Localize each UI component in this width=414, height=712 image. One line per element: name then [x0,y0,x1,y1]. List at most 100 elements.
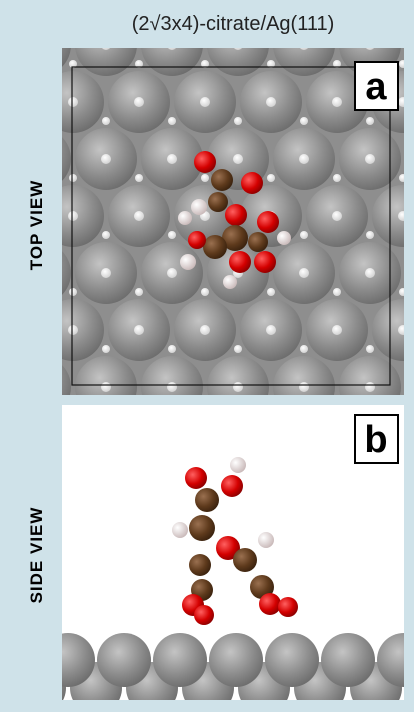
hollow-site [3,174,11,182]
molecule-atom [278,597,298,617]
hollow-site [366,3,374,11]
silver-atom [14,662,66,712]
silver-atom [0,356,5,418]
highlight [101,268,111,278]
hollow-site [135,174,143,182]
molecule-atom [195,488,219,512]
hollow-site [300,345,308,353]
molecule-atom [230,457,246,473]
hollow-site [333,288,341,296]
panel-label: b [364,419,387,461]
highlight [167,268,177,278]
hollow-site [201,288,209,296]
hollow-site [36,459,44,467]
silver-atom [0,299,38,361]
highlight [200,97,210,107]
silver-atom [0,128,5,190]
highlight [68,211,78,221]
hollow-site [36,3,44,11]
silver-atom [9,356,71,418]
highlight [167,382,177,392]
highlight [2,211,12,221]
silver-atom [405,128,414,190]
silver-atom [0,14,5,76]
molecule-atom [208,192,228,212]
panel-label: a [365,66,387,108]
hollow-site [36,117,44,125]
highlight [134,211,144,221]
molecule-atom [259,593,281,615]
highlight [332,211,342,221]
hollow-site [168,3,176,11]
molecule-atom [194,605,214,625]
silver-atom [405,242,414,304]
silver-atom [0,0,38,19]
silver-atom [97,633,151,687]
hollow-site [102,345,110,353]
highlight [2,97,12,107]
highlight [233,40,243,50]
hollow-site [399,288,407,296]
hollow-site [3,60,11,68]
hollow-site [366,117,374,125]
highlight [200,325,210,335]
highlight [233,382,243,392]
view-label: SIDE VIEW [27,507,46,604]
hollow-site [168,117,176,125]
molecule-atom [180,254,196,270]
molecule-atom [172,522,188,538]
hollow-site [234,345,242,353]
molecule-atom [191,199,207,215]
silver-atom [405,14,414,76]
molecule-atom [229,251,251,273]
hollow-site [267,288,275,296]
highlight [35,382,45,392]
hollow-site [168,345,176,353]
molecule-atom [248,232,268,252]
molecule-atom [277,231,291,245]
hollow-site [69,174,77,182]
hollow-site [135,288,143,296]
hollow-site [333,174,341,182]
molecule-atom [211,169,233,191]
molecule-atom [241,172,263,194]
silver-atom [9,14,71,76]
molecule-atom [194,151,216,173]
figure-title: (2√3x4)-citrate/Ag(111) [132,13,335,35]
silver-atom [41,633,95,687]
highlight [2,325,12,335]
silver-atom [42,0,104,19]
hollow-site [366,231,374,239]
highlight [134,97,144,107]
highlight [68,97,78,107]
molecule-atom [189,554,211,576]
highlight [398,325,408,335]
highlight [365,40,375,50]
highlight [101,40,111,50]
highlight [134,325,144,335]
molecule-atom [225,204,247,226]
highlight [2,439,12,449]
molecule-atom [203,235,227,259]
highlight [299,40,309,50]
hollow-site [300,3,308,11]
figure: (2√3x4)-citrate/Ag(111) a b TOP VIEW SID… [0,0,414,712]
hollow-site [102,117,110,125]
highlight [167,40,177,50]
highlight [167,154,177,164]
hollow-site [300,231,308,239]
silver-atom [209,633,263,687]
hollow-site [102,3,110,11]
highlight [299,382,309,392]
hollow-site [399,60,407,68]
highlight [266,325,276,335]
hollow-site [300,117,308,125]
molecule-atom [258,532,274,548]
molecule-atom [233,548,257,572]
silver-atom [265,633,319,687]
molecule-atom [221,475,243,497]
highlight [332,97,342,107]
view-label: TOP VIEW [27,180,46,271]
molecule-atom [223,275,237,289]
molecule-atom [178,211,192,225]
